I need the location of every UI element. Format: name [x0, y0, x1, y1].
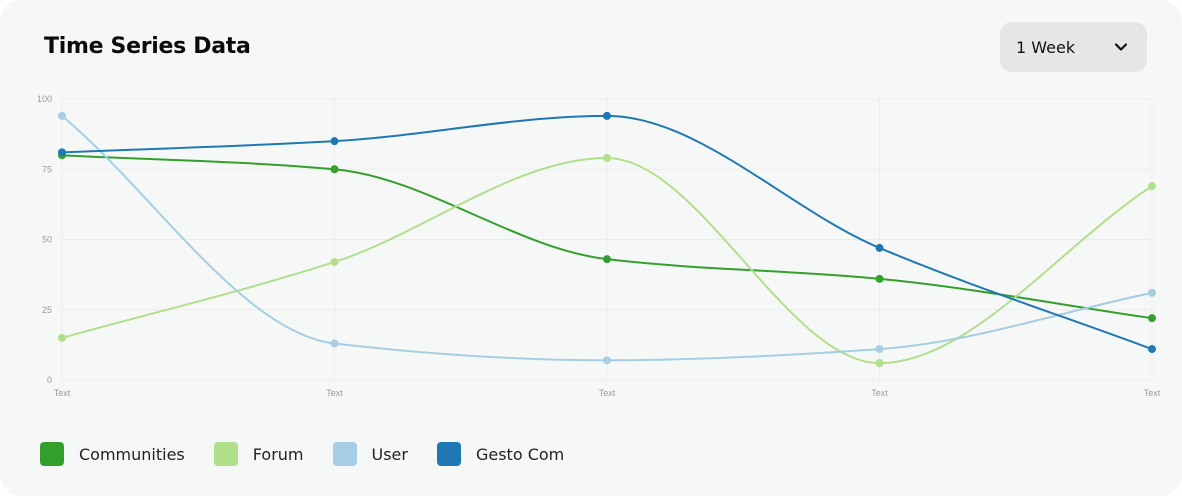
y-tick-label: 0	[47, 375, 52, 385]
legend-item-forum[interactable]: Forum	[213, 442, 304, 466]
data-point-communities	[330, 165, 339, 174]
legend-swatch	[213, 442, 238, 466]
y-tick-label: 25	[42, 305, 52, 315]
data-point-communities	[875, 274, 884, 283]
legend-label: Forum	[252, 444, 304, 464]
y-tick-label: 50	[42, 235, 52, 245]
data-point-forum	[875, 359, 884, 368]
legend-item-user[interactable]: User	[332, 442, 408, 466]
data-point-gesto-com	[875, 243, 884, 252]
x-tick-label: Text	[1144, 388, 1161, 398]
legend-item-communities[interactable]: Communities	[40, 442, 185, 466]
legend-item-gesto-com[interactable]: Gesto Com	[436, 442, 565, 466]
legend-swatch	[332, 442, 357, 466]
series-line-user	[61, 115, 1153, 362]
legend-swatch	[40, 442, 64, 466]
data-point-communities	[1148, 314, 1156, 323]
data-point-forum	[603, 154, 611, 163]
data-point-gesto-com	[330, 137, 339, 146]
chart-legend: Communities Forum User Gesto Com	[40, 441, 593, 467]
data-point-forum	[1148, 182, 1156, 191]
x-tick-label: Text	[326, 388, 343, 398]
data-point-communities	[603, 255, 611, 264]
legend-label: Communities	[79, 444, 185, 464]
data-point-gesto-com	[603, 111, 611, 120]
data-point-gesto-com	[1148, 345, 1156, 354]
line-chart: 0 25 50 75 100 Text Text Text Text Text	[37, 94, 1161, 398]
data-point-user	[330, 339, 339, 348]
chevron-down-icon[interactable]	[1113, 39, 1129, 55]
legend-label: User	[371, 444, 408, 464]
legend-swatch	[436, 442, 461, 466]
time-range-value: 1 Week	[1016, 37, 1076, 57]
x-tick-label: Text	[599, 388, 616, 398]
data-point-forum	[330, 257, 339, 266]
data-point-user	[58, 111, 66, 120]
chart-title: Time Series Data	[44, 34, 251, 59]
x-tick-label: Text	[54, 388, 71, 398]
legend-label: Gesto Com	[475, 444, 565, 464]
x-tick-label: Text	[871, 388, 888, 398]
series-line-forum	[61, 157, 1153, 365]
y-tick-label: 100	[37, 94, 52, 104]
data-point-user	[1148, 288, 1156, 297]
data-point-gesto-com	[58, 148, 66, 157]
data-point-forum	[58, 333, 66, 342]
data-point-user	[875, 345, 884, 354]
y-tick-label: 75	[42, 164, 52, 174]
time-range-dropdown[interactable]: 1 Week	[1000, 22, 1147, 72]
data-point-user	[603, 356, 611, 365]
